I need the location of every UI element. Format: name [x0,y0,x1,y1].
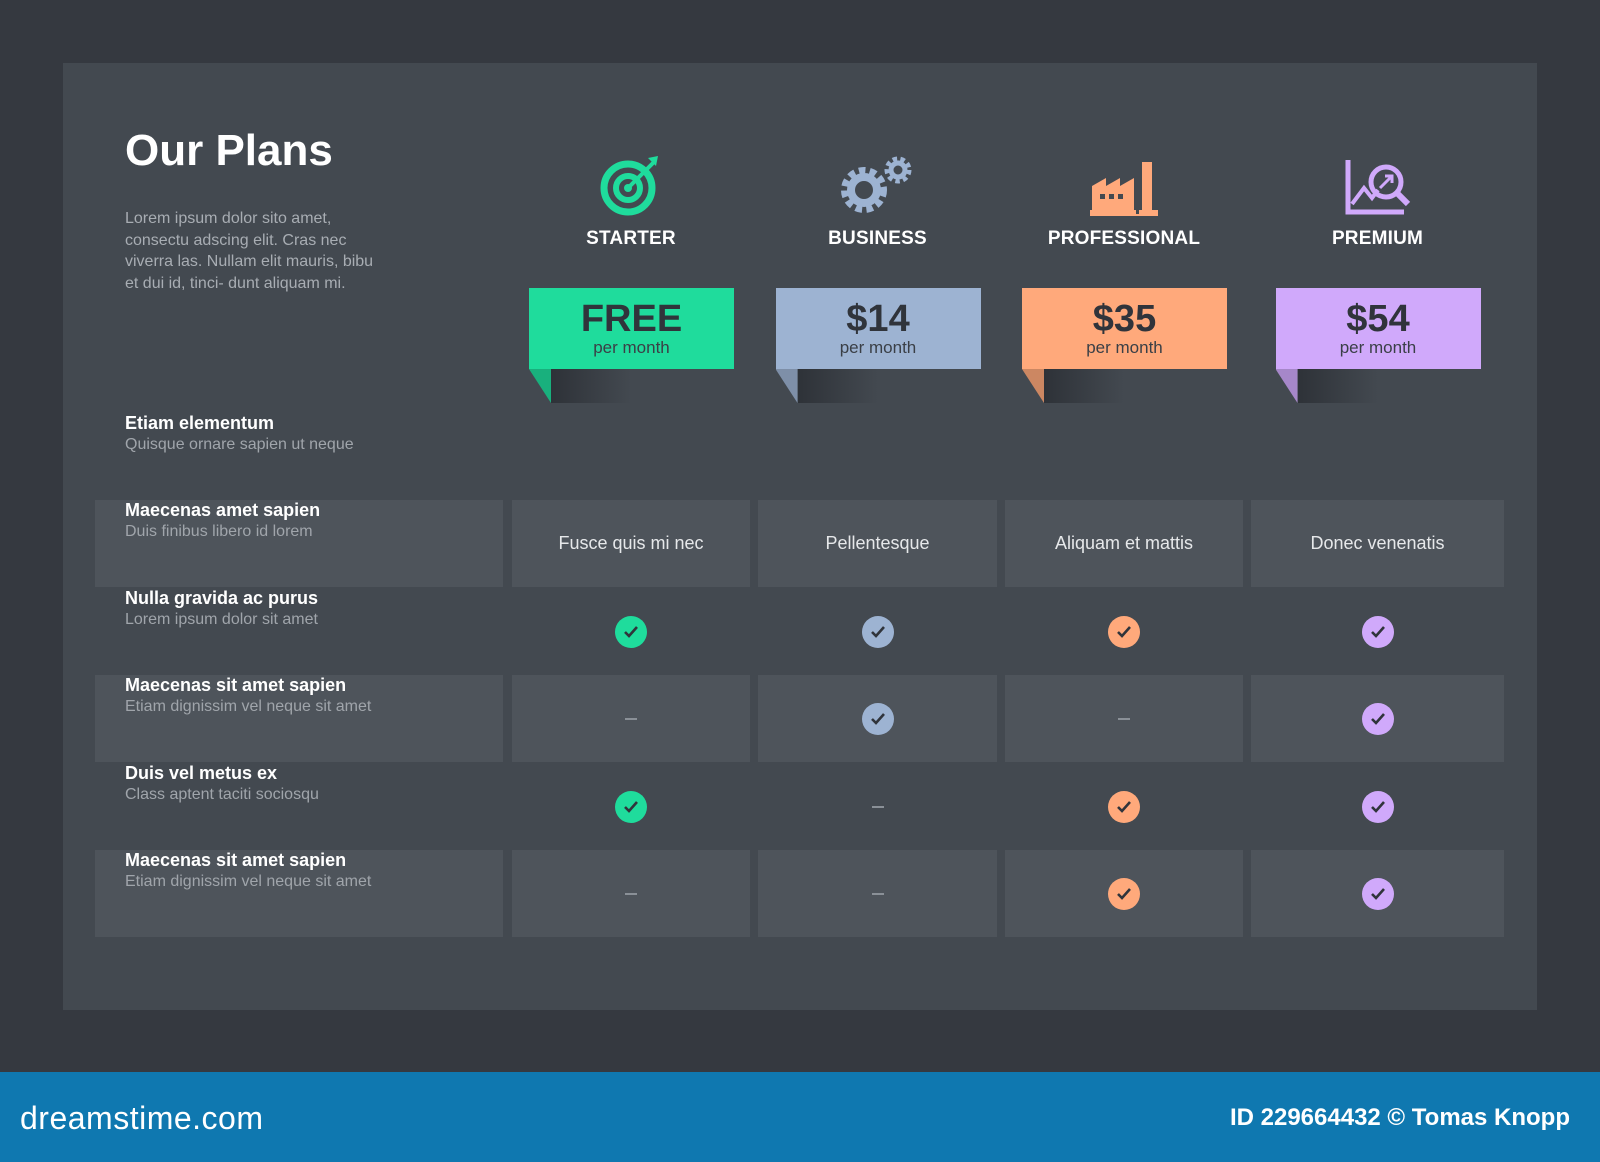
feature-subtitle: Etiam dignissim vel neque sit amet [125,698,372,715]
price-period: per month [593,338,670,357]
feature-label: Nulla gravida ac purus Lorem ipsum dolor … [95,588,503,675]
price-amount: $14 [846,298,910,340]
chart-search-icon [1275,150,1481,216]
check-icon [1108,790,1140,823]
feature-row: Nulla gravida ac purus Lorem ipsum dolor … [95,588,1504,675]
plan-header-professional: PROFESSIONAL [1021,150,1227,250]
target-icon [528,150,734,216]
plan-header-premium: PREMIUM [1275,150,1481,250]
feature-cell [758,675,997,762]
price-amount: $54 [1346,298,1410,340]
feature-title: Maecenas sit amet sapien [125,675,347,695]
feature-subtitle: Class aptent taciti sociosqu [125,786,319,803]
feature-label: Maecenas sit amet sapien Etiam dignissim … [95,675,503,762]
feature-cell [1005,675,1243,762]
feature-label: Etiam elementum Quisque ornare sapien ut … [95,413,503,500]
feature-subtitle: Etiam dignissim vel neque sit amet [125,873,372,890]
feature-cell [1251,588,1504,675]
gears-icon [775,150,981,216]
feature-value: Donec venenatis [1310,533,1445,553]
feature-cell [1005,588,1243,675]
check-icon [1361,702,1394,735]
feature-cell: Aliquam et mattis [1005,500,1243,587]
price-period: per month [1339,338,1417,357]
check-icon [1108,877,1140,910]
feature-cell: Donec venenatis [1251,500,1504,587]
plan-header-starter: STARTER [528,150,734,250]
feature-subtitle: Lorem ipsum dolor sit amet [125,611,318,628]
feature-cell [1251,763,1504,850]
feature-subtitle: Quisque ornare sapien ut neque [125,436,354,453]
feature-label: Duis vel metus ex Class aptent taciti soc… [95,763,503,850]
feature-label: Maecenas amet sapien Duis finibus libero … [95,500,503,587]
check-icon [861,615,894,648]
price-amount: $35 [1092,298,1157,340]
dash-icon [871,805,884,808]
feature-title: Nulla gravida ac purus [125,588,319,608]
feature-cell [758,588,997,675]
check-icon [1108,615,1140,648]
feature-row: Etiam elementum Quisque ornare sapien ut … [95,413,1504,500]
price-tag-starter[interactable]: FREE per month [529,288,734,403]
plan-name: BUSINESS [828,228,927,249]
plan-name: STARTER [586,228,676,249]
page-description: Lorem ipsum dolor sito amet, consectu ad… [125,210,374,292]
feature-cell: Pellentesque [758,500,997,587]
feature-cell [1251,850,1504,937]
feature-value: Fusce quis mi nec [558,533,704,553]
feature-cell [758,763,997,850]
feature-cell [1005,850,1243,937]
feature-subtitle: Duis finibus libero id lorem [125,523,313,540]
feature-row: Maecenas sit amet sapien Etiam dignissim … [95,675,1504,762]
plan-header-business: BUSINESS [775,150,981,250]
feature-title: Maecenas sit amet sapien [125,850,347,870]
feature-cell [1005,763,1243,850]
feature-cell [758,850,997,937]
price-tag-premium[interactable]: $54 per month [1275,288,1481,403]
dash-icon [625,892,637,895]
ribbon-shadow [1297,369,1378,403]
feature-cell [1251,675,1504,762]
feature-cell [512,850,750,937]
price-period: per month [839,338,917,357]
price-tag-professional[interactable]: $35 per month [1022,288,1227,403]
feature-row: Maecenas sit amet sapien Etiam dignissim … [95,850,1504,937]
dreamstime-logo[interactable]: dreamstime.com [20,1100,264,1136]
ribbon-shadow [551,369,631,403]
check-icon [1361,790,1394,823]
feature-title: Maecenas amet sapien [125,500,321,520]
feature-title: Duis vel metus ex [125,763,278,783]
plan-name: PREMIUM [1331,228,1424,249]
price-tag-business[interactable]: $14 per month [775,288,981,403]
image-credit: ID 229664432 © Tomas Knopp [1229,1104,1570,1131]
price-period: per month [1086,338,1163,357]
check-icon [1361,877,1394,910]
check-icon [615,615,647,648]
feature-cell: Fusce quis mi nec [512,500,750,587]
ribbon-shadow [797,369,878,403]
feature-value: Pellentesque [825,533,930,553]
dash-icon [1118,717,1130,720]
dash-icon [871,892,884,895]
check-icon [861,702,894,735]
ribbon-shadow [1044,369,1124,403]
feature-cell [512,763,750,850]
footer-bar: dreamstime.com ID 229664432 © Tomas Knop… [0,1072,1600,1162]
feature-label: Maecenas sit amet sapien Etiam dignissim … [95,850,503,937]
feature-cell [512,675,750,762]
feature-cell [512,588,750,675]
check-icon [1361,615,1394,648]
price-amount: FREE [580,298,683,340]
feature-value: Aliquam et mattis [1054,533,1194,553]
feature-row: Maecenas amet sapien Duis finibus libero … [95,500,1504,587]
check-icon [615,790,647,823]
factory-icon [1021,150,1227,216]
dash-icon [625,717,637,720]
page-title: Our Plans [125,126,333,175]
feature-row: Duis vel metus ex Class aptent taciti soc… [95,763,1504,850]
feature-title: Etiam elementum [125,413,275,433]
plan-name: PROFESSIONAL [1047,228,1201,249]
